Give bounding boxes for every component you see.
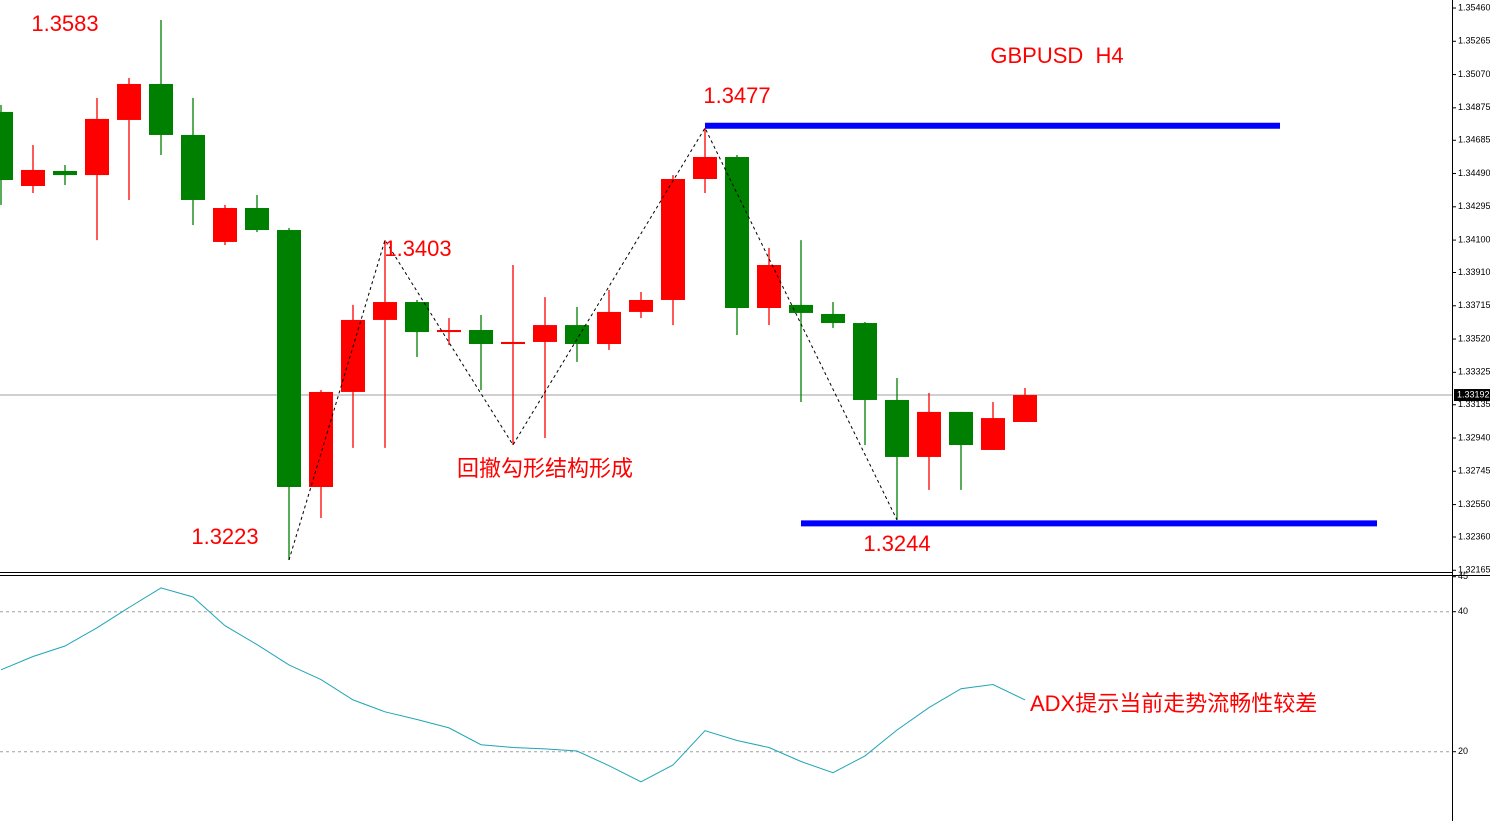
- candle-body: [821, 313, 845, 324]
- candle-body: [501, 341, 525, 345]
- y-tick-label: 1.32550: [1458, 499, 1490, 509]
- candle-body: [789, 304, 813, 313]
- annotation: 1.3403: [384, 236, 451, 261]
- candle-body: [693, 156, 717, 179]
- y-tick-label: 20: [1458, 746, 1468, 756]
- candle-body: [981, 418, 1005, 450]
- candle-body: [277, 230, 301, 487]
- y-tick-label: 1.33135: [1458, 399, 1490, 409]
- annotation: 1.3583: [31, 11, 98, 36]
- candle-body: [21, 169, 45, 186]
- annotation: 回撤勾形结构形成: [457, 456, 633, 481]
- candle-body: [1013, 395, 1037, 422]
- zigzag-line: [288, 126, 898, 561]
- annotation: 1.3223: [191, 524, 258, 549]
- y-tick-label: 1.32165: [1458, 565, 1490, 575]
- y-tick-label: 1.32745: [1458, 466, 1490, 476]
- candle-body: [661, 178, 685, 300]
- y-tick-label: 1.33325: [1458, 367, 1490, 377]
- candle-body: [565, 325, 589, 345]
- candle-body: [533, 325, 557, 342]
- candle-body: [725, 156, 749, 309]
- candle-body: [949, 411, 973, 446]
- y-tick-label: 45: [1458, 571, 1468, 581]
- candle-body: [885, 399, 909, 457]
- candle-body: [213, 208, 237, 242]
- y-tick-label: 1.35070: [1458, 69, 1490, 79]
- candle-body: [181, 134, 205, 200]
- candle-body: [469, 330, 493, 345]
- y-tick-label: 1.35265: [1458, 36, 1490, 46]
- candle-body: [629, 299, 653, 312]
- y-tick-label: 1.33520: [1458, 333, 1490, 343]
- candle-body: [149, 83, 173, 135]
- y-tick-label: 1.34875: [1458, 102, 1490, 112]
- y-tick-label: 1.32940: [1458, 432, 1490, 442]
- candle-body: [341, 319, 365, 392]
- annotation: 1.3477: [703, 83, 770, 108]
- y-tick-label: 1.32360: [1458, 531, 1490, 541]
- y-tick-label: 1.34100: [1458, 234, 1490, 244]
- y-tick-label: 1.33715: [1458, 300, 1490, 310]
- current-price-label: 1.33192: [1457, 389, 1490, 399]
- candle-body: [117, 83, 141, 120]
- candle-body: [309, 391, 333, 487]
- y-tick-label: 1.33910: [1458, 267, 1490, 277]
- candle-body: [597, 311, 621, 345]
- annotation: ADX提示当前走势流畅性较差: [1030, 691, 1317, 716]
- y-tick-label: 1.35460: [1458, 2, 1490, 12]
- chart-title: GBPUSD H4: [990, 43, 1123, 68]
- candle-body: [245, 208, 269, 231]
- candle-body: [53, 170, 77, 176]
- annotation: 1.3244: [863, 531, 930, 556]
- candle-body: [0, 111, 13, 181]
- y-tick-label: 1.34685: [1458, 135, 1490, 145]
- y-tick-label: 1.34490: [1458, 168, 1490, 178]
- y-tick-label: 1.34295: [1458, 201, 1490, 211]
- adx-line: [0, 587, 1026, 783]
- candle-body: [853, 323, 877, 400]
- candle-body: [437, 330, 461, 333]
- y-tick-label: 40: [1458, 606, 1468, 616]
- candle-body: [917, 411, 941, 457]
- candle-body: [405, 302, 429, 333]
- candle-body: [373, 302, 397, 320]
- candle-body: [757, 264, 781, 309]
- current-price-box: [1454, 389, 1490, 402]
- candle-body: [85, 118, 109, 176]
